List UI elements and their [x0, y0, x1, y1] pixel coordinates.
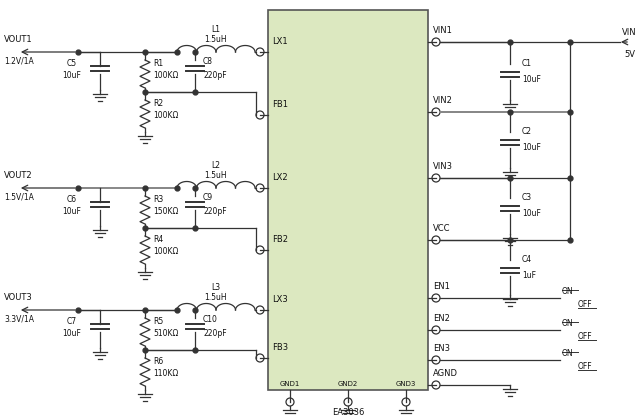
Text: 10uF: 10uF — [62, 208, 82, 216]
Text: 100KΩ: 100KΩ — [153, 72, 178, 81]
Text: EN3: EN3 — [433, 344, 450, 353]
Text: GND2: GND2 — [338, 381, 358, 387]
Text: 10uF: 10uF — [62, 72, 82, 81]
Text: 150KΩ: 150KΩ — [153, 208, 178, 216]
Text: FB3: FB3 — [272, 343, 288, 352]
Text: 10uF: 10uF — [522, 75, 541, 84]
Text: VIN: VIN — [622, 28, 637, 37]
Text: LX2: LX2 — [272, 173, 287, 182]
Text: VOUT3: VOUT3 — [4, 293, 33, 302]
Text: VIN2: VIN2 — [433, 96, 453, 105]
Text: 220pF: 220pF — [203, 72, 226, 81]
Text: FB2: FB2 — [272, 235, 288, 244]
Text: C2: C2 — [522, 127, 532, 136]
Text: LX1: LX1 — [272, 37, 287, 46]
Text: R1: R1 — [153, 59, 163, 69]
Text: L3: L3 — [212, 283, 221, 292]
Text: 220pF: 220pF — [203, 329, 226, 339]
Text: 10uF: 10uF — [522, 144, 541, 153]
Text: ON: ON — [562, 287, 574, 296]
Text: 1.5V/1A: 1.5V/1A — [4, 192, 34, 201]
Text: C8: C8 — [203, 57, 213, 67]
Text: 100KΩ: 100KΩ — [153, 111, 178, 121]
Text: 5V: 5V — [624, 50, 635, 59]
Text: AGND: AGND — [433, 369, 458, 378]
Text: 1.2V/1A: 1.2V/1A — [4, 56, 33, 65]
Text: C6: C6 — [67, 196, 77, 205]
Text: 1uF: 1uF — [522, 272, 536, 280]
Text: 1.5uH: 1.5uH — [204, 35, 228, 44]
Text: OFF: OFF — [578, 332, 593, 341]
Text: VOUT1: VOUT1 — [4, 35, 33, 44]
Text: C4: C4 — [522, 255, 532, 265]
Text: 1.5uH: 1.5uH — [204, 171, 228, 180]
Text: EN2: EN2 — [433, 314, 450, 323]
Text: 220pF: 220pF — [203, 208, 226, 216]
Text: C7: C7 — [67, 317, 77, 327]
Text: 110KΩ: 110KΩ — [153, 369, 178, 379]
Text: 510KΩ: 510KΩ — [153, 329, 178, 339]
Text: R6: R6 — [153, 357, 163, 366]
Text: L1: L1 — [212, 25, 221, 34]
Text: 100KΩ: 100KΩ — [153, 248, 178, 257]
Text: VIN1: VIN1 — [433, 26, 453, 35]
Text: FB1: FB1 — [272, 100, 288, 109]
Text: LX3: LX3 — [272, 295, 288, 304]
Text: GND1: GND1 — [280, 381, 300, 387]
Text: 1.5uH: 1.5uH — [204, 293, 228, 302]
Text: OFF: OFF — [578, 362, 593, 371]
Text: R5: R5 — [153, 317, 163, 327]
Text: EA3036: EA3036 — [332, 408, 364, 416]
Text: GND3: GND3 — [396, 381, 416, 387]
Text: VIN3: VIN3 — [433, 162, 453, 171]
Text: ON: ON — [562, 349, 574, 358]
Text: 10uF: 10uF — [62, 329, 82, 339]
Text: L2: L2 — [212, 161, 221, 170]
Text: C9: C9 — [203, 193, 213, 203]
Text: VOUT2: VOUT2 — [4, 171, 33, 180]
Text: EN1: EN1 — [433, 282, 450, 291]
Text: R4: R4 — [153, 235, 163, 245]
Text: C10: C10 — [203, 315, 218, 324]
Text: 10uF: 10uF — [522, 210, 541, 218]
Text: C1: C1 — [522, 59, 532, 69]
Text: ON: ON — [562, 319, 574, 328]
Text: OFF: OFF — [578, 300, 593, 309]
Text: C5: C5 — [67, 59, 77, 69]
Text: R2: R2 — [153, 99, 163, 109]
Text: R3: R3 — [153, 196, 163, 205]
Text: VCC: VCC — [433, 224, 451, 233]
Text: 3.3V/1A: 3.3V/1A — [4, 314, 34, 323]
Bar — [268, 10, 428, 390]
Text: C3: C3 — [522, 193, 532, 203]
